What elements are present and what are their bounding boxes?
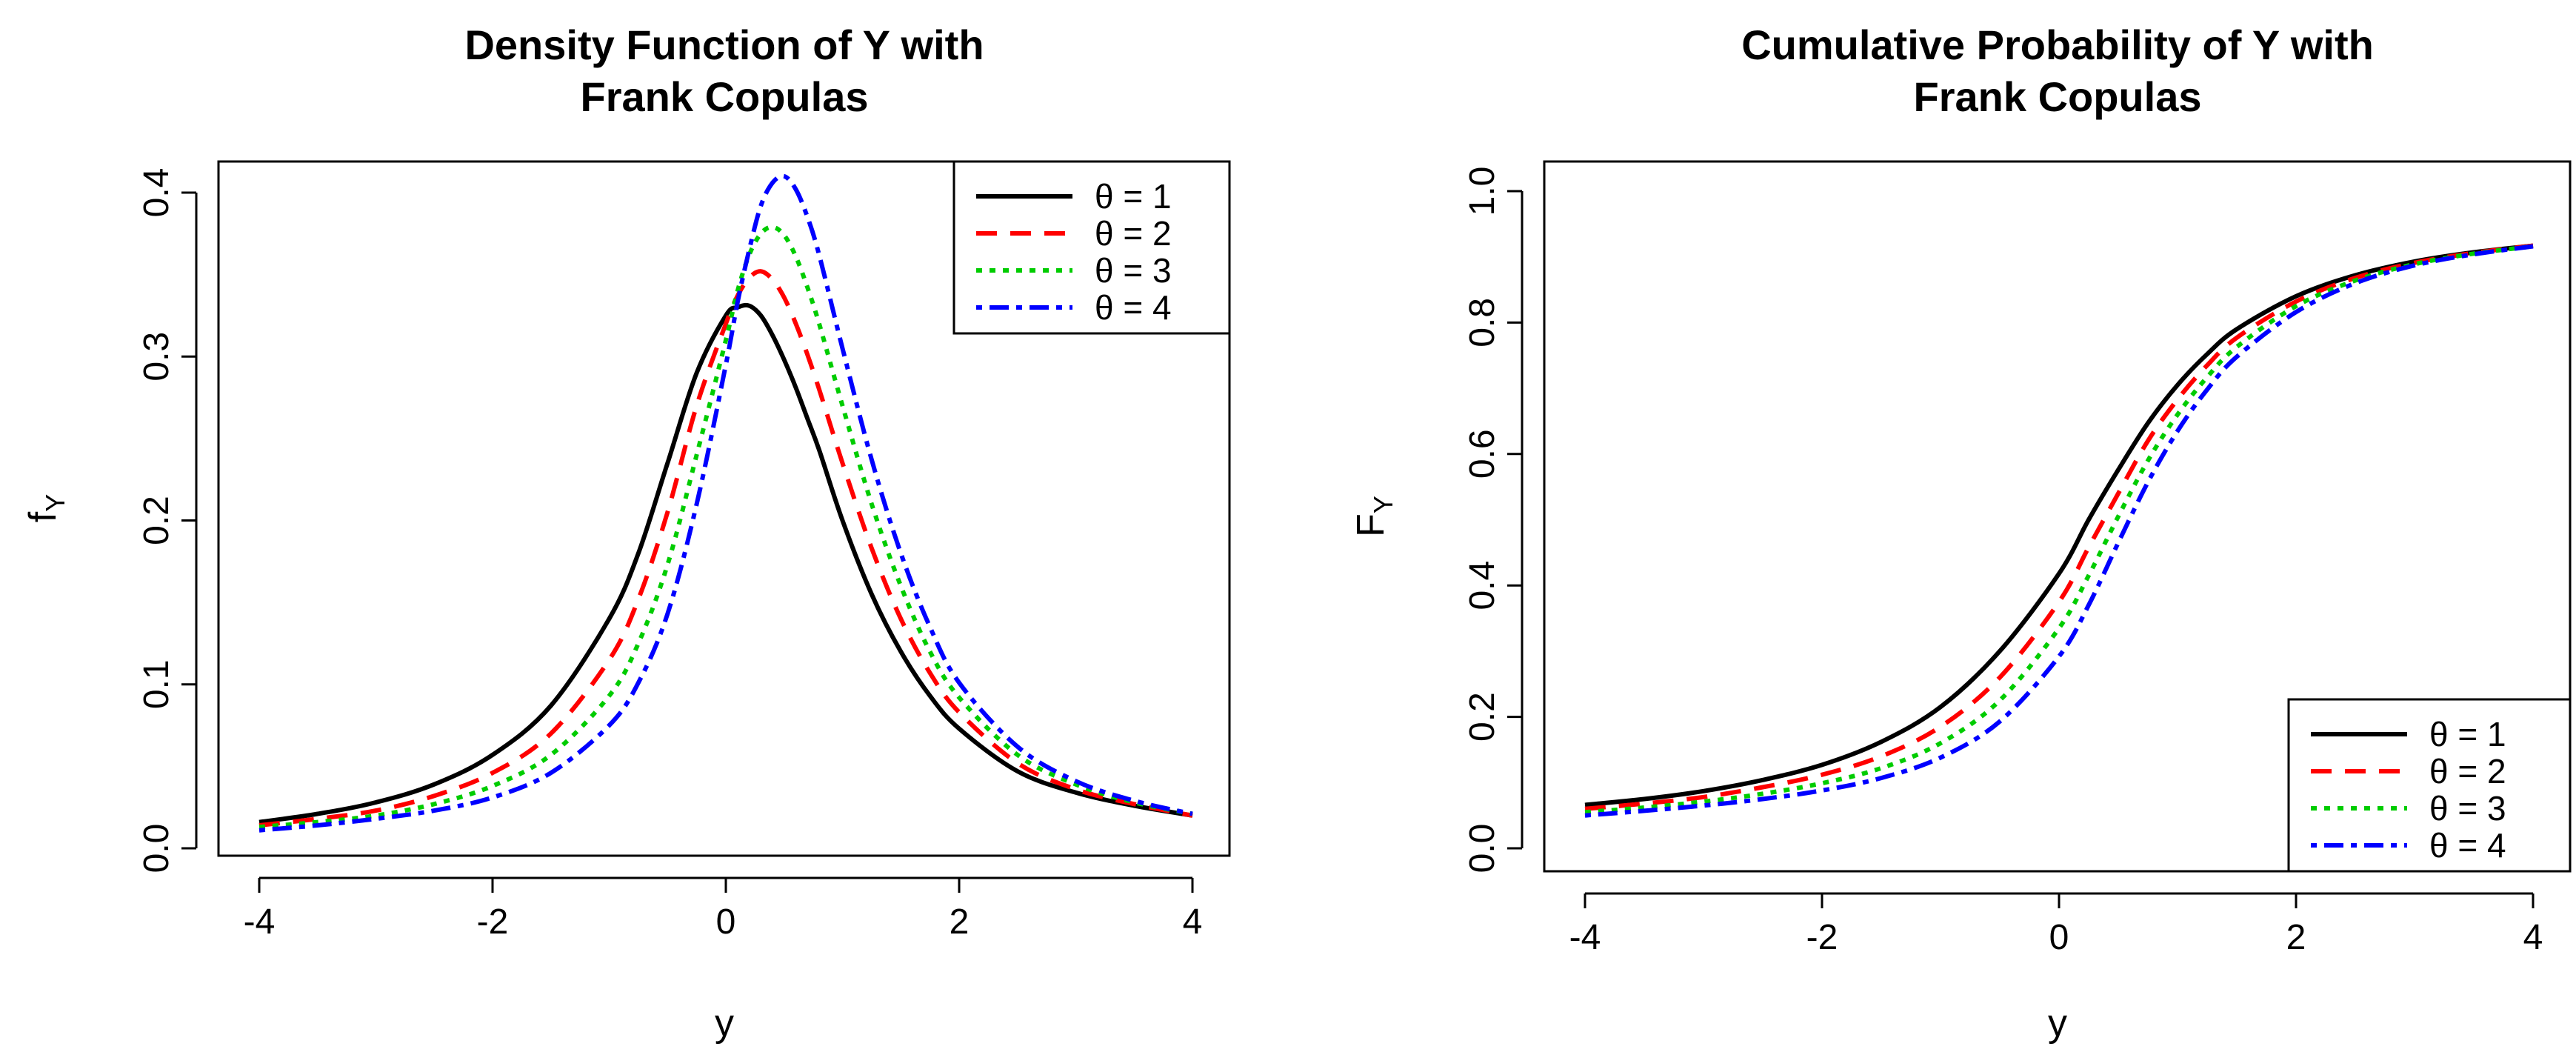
density-plot-frame (217, 160, 1231, 857)
density-series-line-theta-2 (258, 269, 1193, 828)
cumulative-series-line-theta-2 (1584, 243, 2534, 811)
cumulative-legend-label-1: θ = 1 (2429, 715, 2506, 753)
density-legend-box (952, 160, 1231, 335)
cumulative-title-line-2: Frank Copulas (1914, 73, 2202, 120)
cumulative-legend-label-2: θ = 2 (2429, 752, 2506, 791)
cumulative-series-line-theta-1 (1584, 243, 2534, 808)
cumulative-plot-frame (1543, 160, 2572, 873)
cumulative-title-line-1: Cumulative Probability of Y with (1741, 21, 2374, 68)
cumulative-legend-label-3: θ = 3 (2429, 789, 2506, 828)
cumulative-x-tick-label: 0 (2049, 918, 2069, 957)
cumulative-y-tick-label: 0.0 (1463, 824, 1502, 873)
density-legend-label-3: θ = 3 (1095, 251, 1172, 290)
density-series (258, 173, 1193, 833)
svg-text:fY: fY (21, 494, 70, 522)
density-legend: θ = 1 θ = 2 θ = 3 θ = 4 (952, 160, 1231, 335)
cumulative-y-axis-label: FY (1349, 496, 1398, 537)
density-series-line-theta-3 (258, 224, 1193, 830)
density-x-tick-label: 4 (1183, 902, 1203, 942)
density-x-tick-label: -4 (244, 902, 276, 942)
density-x-axis-label: y (715, 1002, 734, 1045)
density-axes: -4 -2 0 2 4 0.0 0.1 0.2 0.3 0.4 (137, 168, 1202, 942)
density-title-line-1: Density Function of Y with (464, 21, 984, 68)
cumulative-legend-label-4: θ = 4 (2429, 826, 2506, 865)
cumulative-y-axis-label-sub: Y (1368, 496, 1398, 513)
density-y-tick-label: 0.3 (137, 332, 176, 382)
cumulative-x-tick-label: -4 (1569, 918, 1601, 957)
svg-text:FY: FY (1349, 496, 1398, 537)
density-chart: Density Function of Y with Frank Copulas… (21, 21, 1231, 1045)
density-series-line-theta-1 (258, 302, 1193, 825)
density-y-tick-label: 0.1 (137, 659, 176, 709)
cumulative-chart: Cumulative Probability of Y with Frank C… (1349, 21, 2572, 1045)
density-title-line-2: Frank Copulas (581, 73, 869, 120)
density-y-axis-label: fY (21, 494, 70, 522)
cumulative-x-tick-label: 4 (2523, 918, 2543, 957)
density-x-tick-label: 2 (950, 902, 970, 942)
cumulative-axes: -4 -2 0 2 4 0.0 0.2 0.4 0.6 0.8 1.0 (1463, 167, 2543, 957)
cumulative-x-tick-label: 2 (2286, 918, 2306, 957)
density-legend-label-2: θ = 2 (1095, 214, 1172, 253)
cumulative-series (1584, 243, 2534, 818)
cumulative-series-line-theta-4 (1584, 244, 2534, 818)
density-y-tick-label: 0.4 (137, 168, 176, 218)
density-legend-label-1: θ = 1 (1095, 177, 1172, 216)
cumulative-x-axis-label: y (2048, 1002, 2067, 1045)
cumulative-y-tick-label: 0.2 (1463, 692, 1502, 742)
cumulative-x-tick-label: -2 (1806, 918, 1838, 957)
density-series-line-theta-4 (258, 173, 1193, 833)
cumulative-y-tick-label: 0.8 (1463, 298, 1502, 347)
density-y-axis-label-main: f (21, 511, 64, 522)
cumulative-y-tick-label: 0.6 (1463, 429, 1502, 479)
density-x-tick-label: 0 (716, 902, 736, 942)
cumulative-y-tick-label: 1.0 (1463, 167, 1502, 216)
density-y-tick-label: 0.2 (137, 496, 176, 545)
density-y-axis-label-sub: Y (40, 494, 70, 512)
cumulative-y-axis-label-main: F (1349, 513, 1392, 537)
density-legend-label-4: θ = 4 (1095, 288, 1172, 327)
cumulative-legend: θ = 1 θ = 2 θ = 3 θ = 4 (2287, 698, 2572, 873)
density-y-tick-label: 0.0 (137, 824, 176, 873)
cumulative-legend-box (2287, 698, 2572, 873)
density-x-tick-label: -2 (477, 902, 509, 942)
cumulative-y-tick-label: 0.4 (1463, 561, 1502, 610)
